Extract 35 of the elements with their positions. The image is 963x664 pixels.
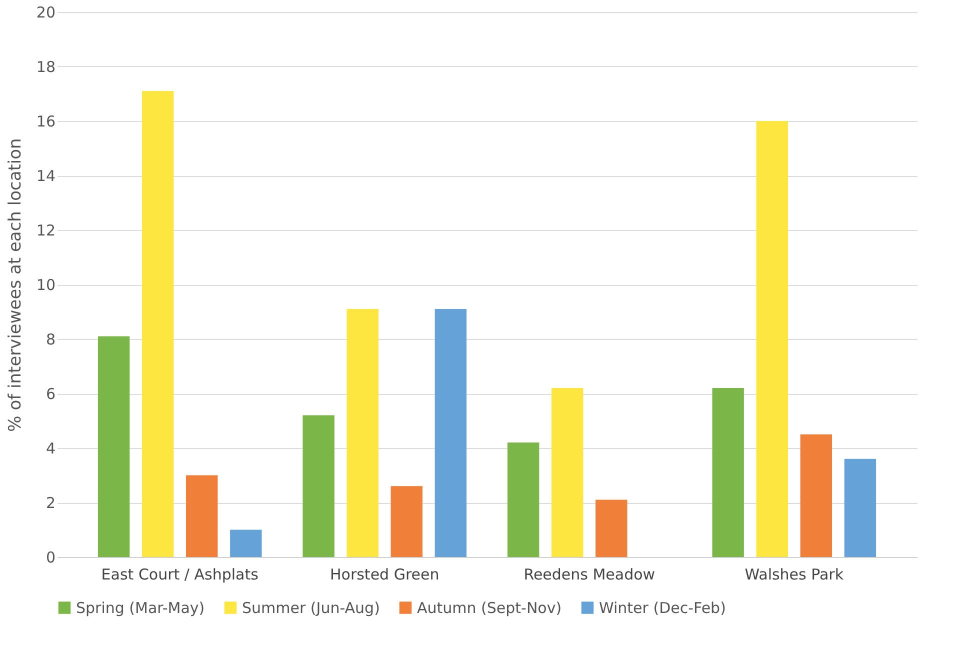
bar	[346, 309, 378, 557]
y-tick-label: 10	[36, 276, 56, 294]
bar	[434, 309, 467, 557]
bar	[756, 121, 788, 557]
legend-label: Winter (Dec-Feb)	[599, 598, 726, 617]
legend-label: Spring (Mar-May)	[76, 598, 205, 617]
bar	[507, 442, 540, 557]
bar	[390, 486, 422, 557]
y-tick-label: 2	[46, 494, 56, 512]
y-tick-label: 18	[36, 58, 56, 76]
y-axis-title: % of interviewees at each location	[5, 138, 26, 432]
bar	[800, 434, 832, 557]
x-tick-label: Reedens Meadow	[524, 566, 656, 584]
y-tick-label: 0	[46, 548, 56, 566]
y-tick-label: 8	[46, 330, 56, 348]
bar	[596, 500, 628, 557]
bar	[302, 415, 334, 557]
y-tick-label: 4	[46, 440, 56, 458]
bar	[844, 458, 876, 557]
x-tick-label: Horsted Green	[330, 566, 440, 584]
y-tick-label: 20	[36, 4, 56, 22]
x-tick-label: East Court / Ashplats	[101, 566, 259, 584]
bar	[142, 91, 174, 557]
bar	[230, 530, 262, 557]
y-tick-label: 6	[46, 385, 56, 403]
x-tick-label: Walshes Park	[744, 566, 844, 584]
bar	[552, 388, 584, 557]
bar	[712, 388, 744, 557]
legend-label: Autumn (Sept-Nov)	[417, 598, 562, 617]
legend-label: Summer (Jun-Aug)	[242, 598, 380, 617]
y-tick-label: 16	[36, 112, 56, 130]
y-tick-label: 14	[36, 167, 56, 185]
bar	[98, 336, 130, 557]
bar	[186, 475, 218, 557]
y-tick-label: 12	[36, 222, 56, 240]
